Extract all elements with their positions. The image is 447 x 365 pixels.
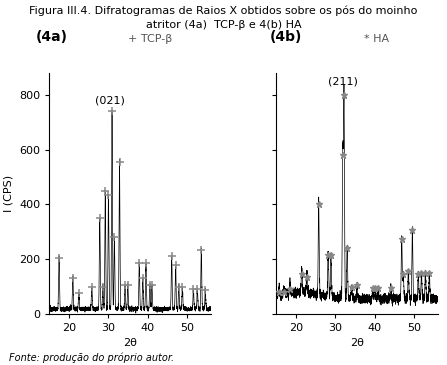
Text: Fonte: produção do próprio autor.: Fonte: produção do próprio autor. [9,353,174,363]
Text: (4a): (4a) [36,30,68,44]
Text: + TCP-β: + TCP-β [127,34,172,44]
Text: (211): (211) [328,77,358,87]
Text: * HA: * HA [364,34,389,44]
X-axis label: 2θ: 2θ [123,338,137,349]
Y-axis label: I (CPS): I (CPS) [4,175,13,212]
Text: (4b): (4b) [270,30,302,44]
X-axis label: 2θ: 2θ [350,338,364,349]
Text: atritor (4a)  TCP-β e 4(b) HA: atritor (4a) TCP-β e 4(b) HA [146,20,301,30]
Text: (021): (021) [96,96,125,106]
Text: Figura III.4. Difratogramas de Raios X obtidos sobre os pós do moinho: Figura III.4. Difratogramas de Raios X o… [30,5,417,16]
